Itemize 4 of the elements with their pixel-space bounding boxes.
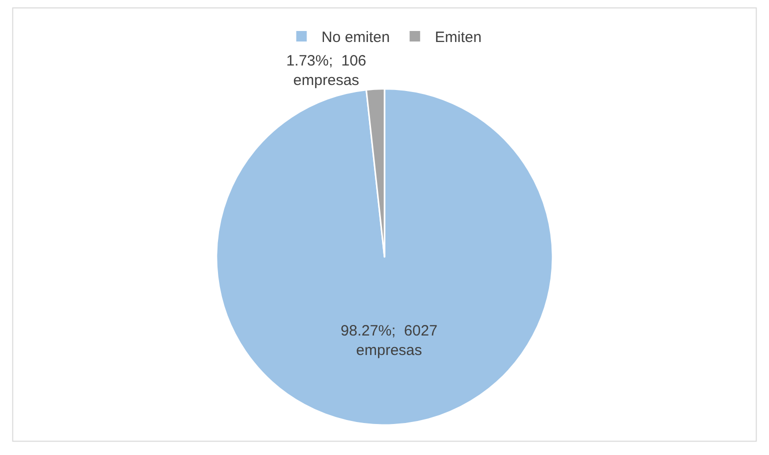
legend-label: No emiten <box>322 29 390 46</box>
legend-label: Emiten <box>434 29 482 46</box>
data-label: 1.73%; 106 empresas <box>286 52 366 90</box>
data-label: 98.27%; 6027 empresas <box>340 322 438 360</box>
